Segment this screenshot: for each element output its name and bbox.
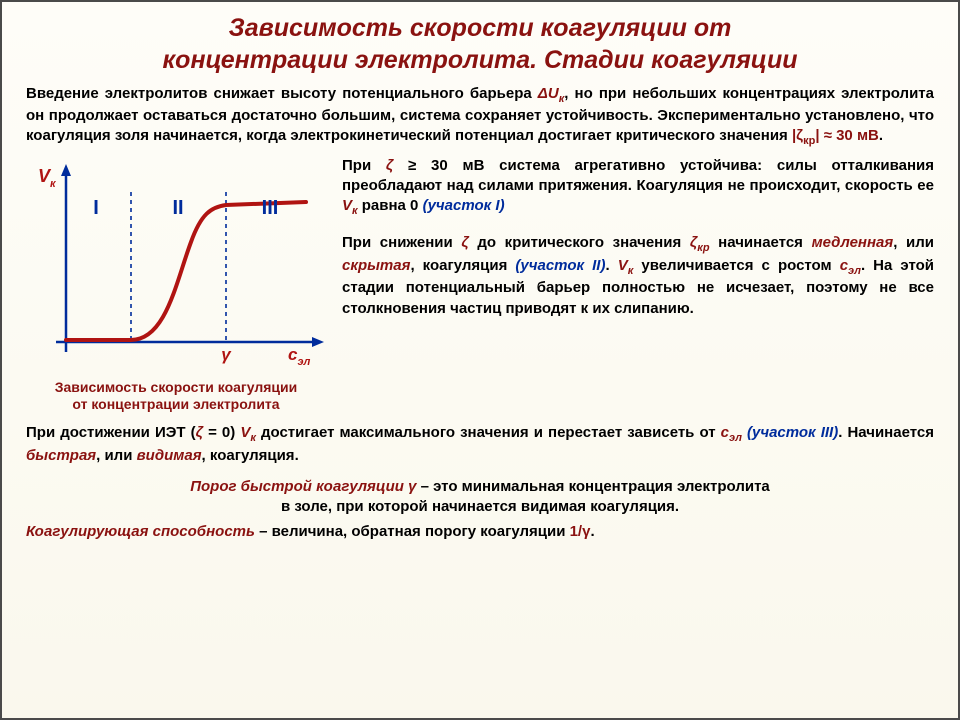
p3-vk: Vк — [240, 424, 256, 441]
s2b: ζ — [461, 234, 468, 251]
s2l: увеличивается с ростом — [633, 257, 839, 274]
intro-du: ΔUк — [538, 85, 564, 102]
chart-caption: Зависимость скорости коагуляции от конце… — [26, 377, 326, 415]
s2-cel: сэл — [840, 257, 861, 274]
p3j: видимая — [137, 447, 202, 464]
coagulation-chart: I II III Vк γ сэл — [26, 152, 326, 372]
intro-t1: Введение электролитов снижает высоту пот… — [26, 85, 538, 102]
chart-cap-l2: от концентрации электролита — [72, 396, 279, 412]
s1d: равна 0 — [358, 197, 423, 214]
p3b: ζ — [196, 424, 203, 441]
d1c: – это минимальная концентрация электроли… — [416, 478, 769, 495]
p3a: При достижении ИЭТ ( — [26, 424, 196, 441]
p3d: достигает максимального значения и перес… — [256, 424, 721, 441]
intro-paragraph: Введение электролитов снижает высоту пот… — [2, 80, 958, 150]
s2i: , коагуляция — [410, 257, 515, 274]
d1d: в золе, при которой начинается видимая к… — [281, 498, 679, 515]
s2-zeta-kr: ζкр — [690, 234, 710, 251]
p3cel: с — [721, 424, 729, 441]
d2d: . — [590, 523, 594, 540]
stage-2-label: II — [172, 197, 183, 219]
p3g: . Начинается — [838, 424, 934, 441]
y-label: Vк — [38, 166, 57, 190]
p3c: = 0) — [203, 424, 240, 441]
s2k: . — [605, 257, 617, 274]
s2-vk: Vк — [618, 257, 634, 274]
page-title: Зависимость скорости коагуляции от конце… — [2, 2, 958, 80]
d1a: Порог быстрой коагуляции — [190, 478, 408, 495]
p3celsub: эл — [729, 432, 742, 444]
chart-cap-l1: Зависимость скорости коагуляции — [55, 379, 298, 395]
stage-3-label: III — [262, 197, 279, 219]
s2h: скрытая — [342, 257, 410, 274]
p3h: быстрая — [26, 447, 96, 464]
gamma-label: γ — [221, 345, 232, 364]
p3-cel: сэл — [721, 424, 742, 441]
stage3-paragraph: При достижении ИЭТ (ζ = 0) Vк достигает … — [2, 415, 958, 467]
chart-box: I II III Vк γ сэл Зависимость скорости к… — [26, 152, 326, 415]
side-text: При ζ ≥ 30 мВ система агрегативно устойч… — [326, 152, 934, 415]
chart-and-text-row: I II III Vк γ сэл Зависимость скорости к… — [2, 150, 958, 415]
s1e: (участок I) — [423, 197, 505, 214]
s2a: При снижении — [342, 234, 461, 251]
s2vk: V — [618, 257, 628, 274]
title-line2: концентрации электролита. Стадии коагуля… — [163, 46, 798, 74]
intro-zeta: |ζкр| ≈ 30 мВ — [792, 127, 879, 144]
p3i: , или — [96, 447, 136, 464]
s1a: При — [342, 157, 386, 174]
d2c: 1/γ — [570, 523, 591, 540]
intro-z2: | ≈ 30 мВ — [815, 127, 879, 144]
curve — [66, 202, 306, 340]
s2e: начинается — [710, 234, 812, 251]
s1-vk: Vк — [342, 197, 358, 214]
x-label: сэл — [288, 345, 311, 368]
intro-z1: |ζ — [792, 127, 803, 144]
x-axis-arrow — [312, 337, 324, 347]
definition-threshold: Порог быстрой коагуляции γ – это минимал… — [2, 467, 958, 518]
s2f: медленная — [812, 234, 894, 251]
definition-ability: Коагулирующая способность – величина, об… — [2, 518, 958, 544]
d2b: – величина, обратная порогу коагуляции — [255, 523, 570, 540]
p3f: (участок III) — [747, 424, 838, 441]
s1c: ≥ 30 мВ система агрегативно устойчива: с… — [342, 157, 934, 194]
p3k: , коагуляция. — [202, 447, 299, 464]
s2dsub: кр — [697, 242, 709, 254]
p3vk: V — [240, 424, 250, 441]
intro-dot: . — [879, 127, 883, 144]
title-line1: Зависимость скорости коагуляции от — [229, 14, 732, 42]
stage1-paragraph: При ζ ≥ 30 мВ система агрегативно устойч… — [342, 152, 934, 229]
d2a: Коагулирующая способность — [26, 523, 255, 540]
s2j: (участок II) — [515, 257, 605, 274]
s2g: , или — [893, 234, 934, 251]
s2c: до критического значения — [469, 234, 690, 251]
s2celsub: эл — [848, 265, 861, 277]
stage2-paragraph: При снижении ζ до критического значения … — [342, 229, 934, 329]
y-axis-arrow — [61, 164, 71, 176]
intro-z-sub: кр — [803, 135, 815, 147]
s2cel: с — [840, 257, 848, 274]
s1vk: V — [342, 197, 352, 214]
stage-1-label: I — [93, 197, 99, 219]
intro-du-main: ΔU — [538, 85, 559, 102]
